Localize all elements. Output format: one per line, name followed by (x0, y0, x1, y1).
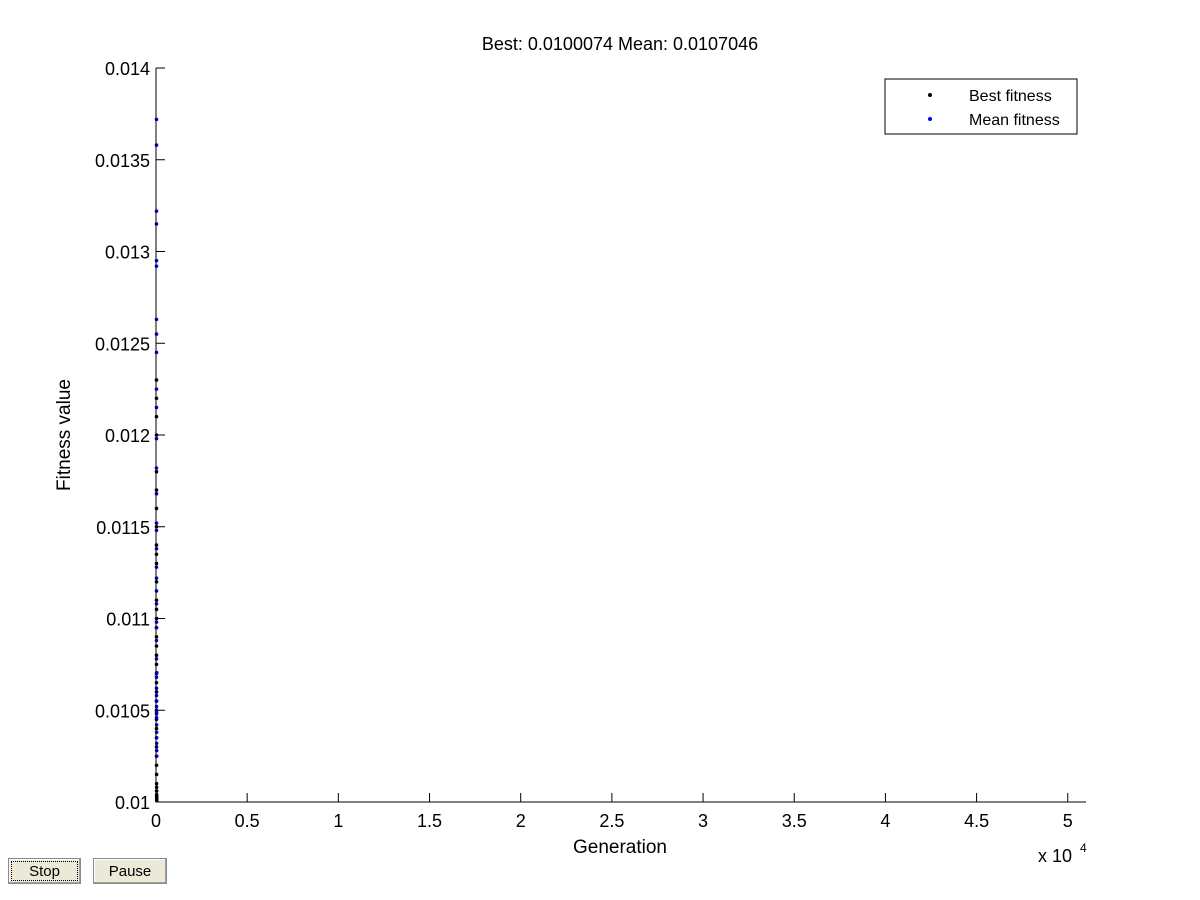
y-tick-label: 0.0115 (96, 518, 150, 538)
series-mean (154, 117, 159, 758)
x-tick-label: 0 (151, 811, 161, 831)
data-point (154, 693, 159, 698)
y-tick-label: 0.013 (105, 243, 150, 263)
y-ticks: 0.01 0.0105 0.011 0.0115 0.012 0.0125 0.013 0.0… (95, 59, 165, 813)
data-point (154, 789, 159, 793)
data-point (154, 704, 159, 709)
data-point (154, 772, 159, 777)
legend-box (884, 78, 1078, 135)
y-tick-label: 0.0105 (95, 701, 150, 721)
data-point (154, 745, 159, 749)
x-tick-label: 2 (516, 811, 526, 831)
y-tick-label: 0.0135 (95, 151, 150, 171)
y-tick-label: 0.012 (105, 426, 150, 446)
x-tick-label: 0.5 (235, 811, 260, 831)
y-tick-label: 0.014 (105, 59, 150, 79)
data-point (154, 785, 159, 790)
legend-marker-best (928, 93, 932, 97)
data-point (154, 763, 159, 768)
x-tick-label: 4.5 (964, 811, 989, 831)
data-point (154, 741, 159, 746)
legend-label-mean: Mean fitness (969, 112, 1060, 129)
data-point (154, 735, 159, 740)
y-tick-label: 0.0125 (95, 334, 150, 354)
x-tick-label: 1 (333, 811, 343, 831)
y-axis-label: Fitness value (54, 379, 75, 491)
axes (155, 68, 1086, 803)
x-tick-label: 2.5 (599, 811, 624, 831)
x-tick-label: 4 (880, 811, 890, 831)
x-axis-label: Generation (573, 837, 667, 858)
x-tick-label: 5 (1063, 811, 1073, 831)
x-tick-label: 3 (698, 811, 708, 831)
data-point (154, 715, 159, 720)
plot-area (154, 117, 159, 803)
data-point (154, 723, 159, 727)
x-multiplier-base: x 10 (1038, 846, 1072, 866)
data-point (154, 781, 159, 786)
data-point (154, 712, 159, 716)
data-point (154, 730, 159, 735)
y-tick-label: 0.01 (115, 793, 150, 813)
legend-marker-mean (928, 117, 932, 121)
data-point (154, 670, 159, 675)
stop-button[interactable]: Stop (8, 858, 81, 884)
pause-button[interactable]: Pause (93, 858, 167, 884)
x-multiplier: x 10 4 (1038, 841, 1087, 866)
chart-title: Best: 0.0100074 Mean: 0.0107046 (482, 34, 758, 54)
data-point (154, 754, 159, 758)
data-point (154, 699, 159, 703)
data-point (154, 748, 159, 753)
x-multiplier-exponent: 4 (1080, 841, 1087, 855)
legend: Best fitness Mean fitness (884, 78, 1078, 135)
x-tick-label: 1.5 (417, 811, 442, 831)
x-ticks: 0 0.5 1 1.5 2 2.5 3 3.5 4 4.5 5 (151, 793, 1073, 831)
x-tick-label: 3.5 (782, 811, 807, 831)
y-tick-label: 0.011 (106, 610, 150, 630)
legend-label-best: Best fitness (969, 88, 1052, 105)
